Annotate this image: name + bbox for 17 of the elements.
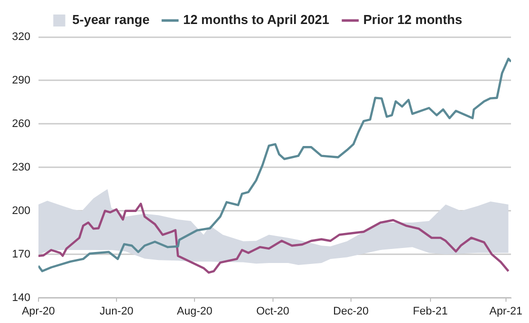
x-tick-label: Apr-21 xyxy=(489,305,522,318)
y-tick-label: 320 xyxy=(12,31,30,44)
x-tick-label: Dec-20 xyxy=(333,305,369,318)
y-tick-label: 230 xyxy=(12,161,30,174)
y-tick-label: 200 xyxy=(12,204,30,217)
x-tick-label: Feb-21 xyxy=(412,305,448,318)
legend-label: 12 months to April 2021 xyxy=(183,12,330,28)
legend-label: Prior 12 months xyxy=(363,12,462,28)
x-tick-label: Apr-20 xyxy=(22,305,55,318)
y-tick-label: 140 xyxy=(12,292,30,304)
y-tick-label: 170 xyxy=(12,248,30,260)
x-tick-label: Oct-20 xyxy=(256,305,290,318)
x-tick-label: Aug-20 xyxy=(176,305,212,318)
y-tick-label: 260 xyxy=(12,118,30,130)
legend-label: 5-year range xyxy=(72,12,150,28)
y-tick-label: 290 xyxy=(12,74,30,86)
x-tick-label: Jun-20 xyxy=(100,305,134,318)
